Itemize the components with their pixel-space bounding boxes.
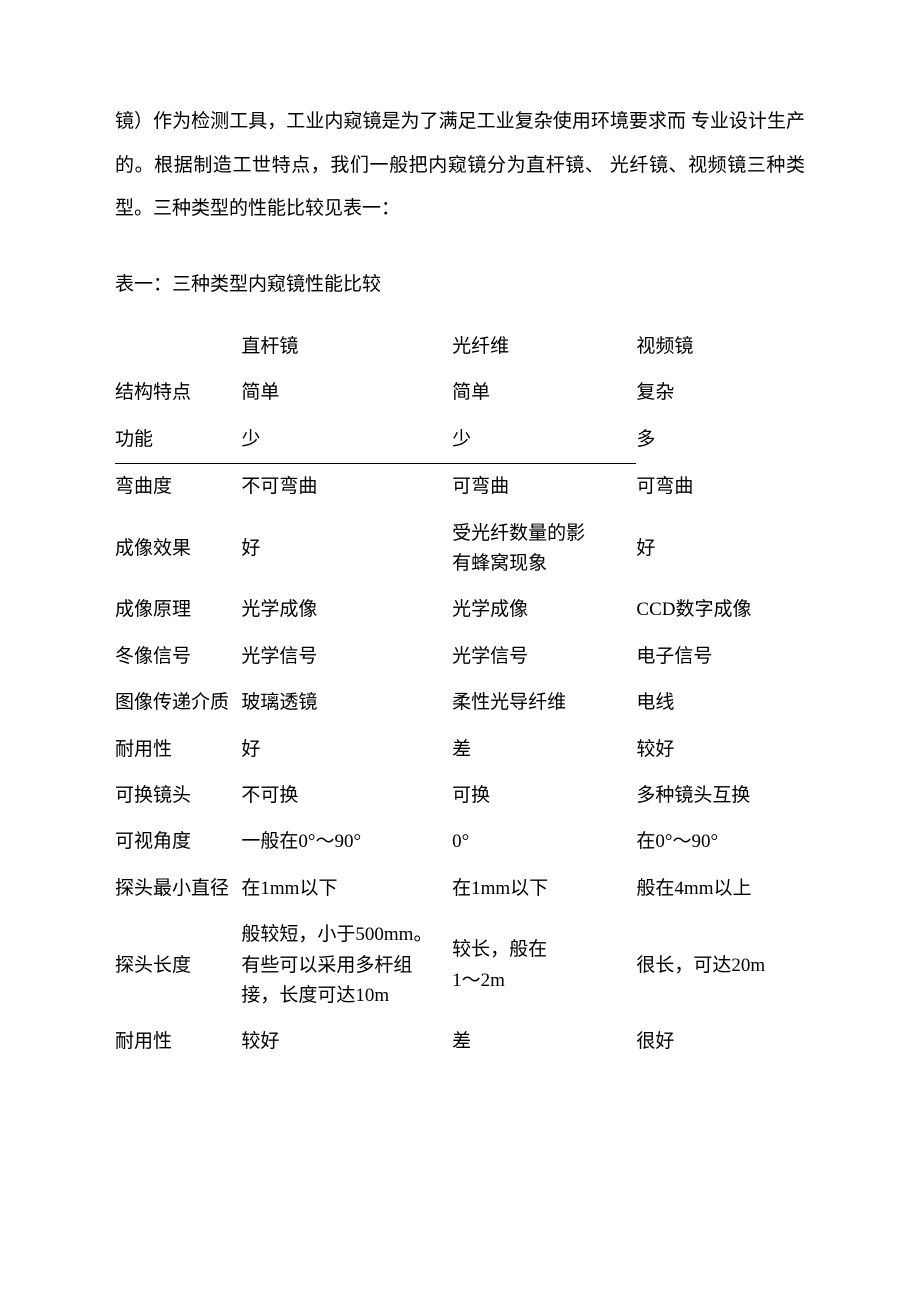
cell-label: 探头长度 xyxy=(115,912,241,1019)
header-col2: 光纤维 xyxy=(452,324,636,370)
cell-col2: 0° xyxy=(452,819,636,865)
cell-col1: 一般在0°〜90° xyxy=(241,819,452,865)
cell-col3: 多 xyxy=(636,417,805,464)
cell-col3: 可弯曲 xyxy=(636,464,805,511)
table-row: 成像原理 光学成像 光学成像 CCD数字成像 xyxy=(115,587,805,633)
cell-col2: 简单 xyxy=(452,370,636,416)
cell-label: 成像原理 xyxy=(115,587,241,633)
cell-col1: 较好 xyxy=(241,1019,452,1065)
cell-col1: 玻璃透镜 xyxy=(241,680,452,726)
cell-col1: 光学信号 xyxy=(241,634,452,680)
cell-col1: 好 xyxy=(241,511,452,588)
header-blank xyxy=(115,324,241,370)
table-row: 结构特点 简单 简单 复杂 xyxy=(115,370,805,416)
cell-col3: 电子信号 xyxy=(636,634,805,680)
intro-paragraph: 镜）作为检测工具，工业内窥镜是为了满足工业复杂使用环境要求而 专业设计生产的。根… xyxy=(115,100,805,231)
cell-label: 耐用性 xyxy=(115,727,241,773)
cell-label: 冬像信号 xyxy=(115,634,241,680)
cell-col2: 差 xyxy=(452,1019,636,1065)
cell-col2: 可换 xyxy=(452,773,636,819)
cell-col2: 可弯曲 xyxy=(452,464,636,511)
cell-label: 耐用性 xyxy=(115,1019,241,1065)
cell-label: 结构特点 xyxy=(115,370,241,416)
cell-col1: 少 xyxy=(241,417,452,464)
cell-col3: 很好 xyxy=(636,1019,805,1065)
header-col1: 直杆镜 xyxy=(241,324,452,370)
cell-col3: 很长，可达20m xyxy=(636,912,805,1019)
cell-col3: 较好 xyxy=(636,727,805,773)
cell-col1: 不可弯曲 xyxy=(241,464,452,511)
cell-col3: 在0°〜90° xyxy=(636,819,805,865)
cell-col3: 般在4mm以上 xyxy=(636,866,805,912)
cell-label: 弯曲度 xyxy=(115,464,241,511)
cell-label: 可视角度 xyxy=(115,819,241,865)
cell-label: 探头最小直径 xyxy=(115,866,241,912)
cell-col2: 少 xyxy=(452,417,636,464)
cell-col2: 光学信号 xyxy=(452,634,636,680)
table-caption: 表一：三种类型内窥镜性能比较 xyxy=(115,266,805,304)
table-row: 冬像信号 光学信号 光学信号 电子信号 xyxy=(115,634,805,680)
cell-col2: 光学成像 xyxy=(452,587,636,633)
cell-col2: 较长，般在1〜2m xyxy=(452,912,636,1019)
table-row: 可换镜头 不可换 可换 多种镜头互换 xyxy=(115,773,805,819)
table-row: 探头长度 般较短，小于500mm。有些可以采用多杆组接，长度可达10m 较长，般… xyxy=(115,912,805,1019)
cell-label: 图像传递介质 xyxy=(115,680,241,726)
cell-col3: 复杂 xyxy=(636,370,805,416)
cell-col2: 差 xyxy=(452,727,636,773)
cell-label: 成像效果 xyxy=(115,511,241,588)
cell-col3: 多种镜头互换 xyxy=(636,773,805,819)
cell-col3: 电线 xyxy=(636,680,805,726)
cell-label: 功能 xyxy=(115,417,241,464)
table-row: 功能 少 少 多 xyxy=(115,417,805,464)
cell-col2: 在1mm以下 xyxy=(452,866,636,912)
table-row: 可视角度 一般在0°〜90° 0° 在0°〜90° xyxy=(115,819,805,865)
table-row: 图像传递介质 玻璃透镜 柔性光导纤维 电线 xyxy=(115,680,805,726)
table-row: 耐用性 较好 差 很好 xyxy=(115,1019,805,1065)
comparison-table: 直杆镜 光纤维 视频镜 结构特点 简单 简单 复杂 功能 少 少 多 弯曲度 不… xyxy=(115,324,805,1066)
cell-col3: CCD数字成像 xyxy=(636,587,805,633)
cell-col2: 受光纤数量的影有蜂窝现象 xyxy=(452,511,636,588)
cell-col3: 好 xyxy=(636,511,805,588)
cell-col1: 光学成像 xyxy=(241,587,452,633)
cell-col1: 般较短，小于500mm。有些可以采用多杆组接，长度可达10m xyxy=(241,912,452,1019)
cell-col1: 不可换 xyxy=(241,773,452,819)
cell-col1: 简单 xyxy=(241,370,452,416)
cell-col2: 柔性光导纤维 xyxy=(452,680,636,726)
header-col3: 视频镜 xyxy=(636,324,805,370)
cell-col1: 在1mm以下 xyxy=(241,866,452,912)
table-row: 探头最小直径 在1mm以下 在1mm以下 般在4mm以上 xyxy=(115,866,805,912)
table-row: 耐用性 好 差 较好 xyxy=(115,727,805,773)
cell-col1: 好 xyxy=(241,727,452,773)
table-header-row: 直杆镜 光纤维 视频镜 xyxy=(115,324,805,370)
cell-label: 可换镜头 xyxy=(115,773,241,819)
table-row: 成像效果 好 受光纤数量的影有蜂窝现象 好 xyxy=(115,511,805,588)
table-row: 弯曲度 不可弯曲 可弯曲 可弯曲 xyxy=(115,464,805,511)
